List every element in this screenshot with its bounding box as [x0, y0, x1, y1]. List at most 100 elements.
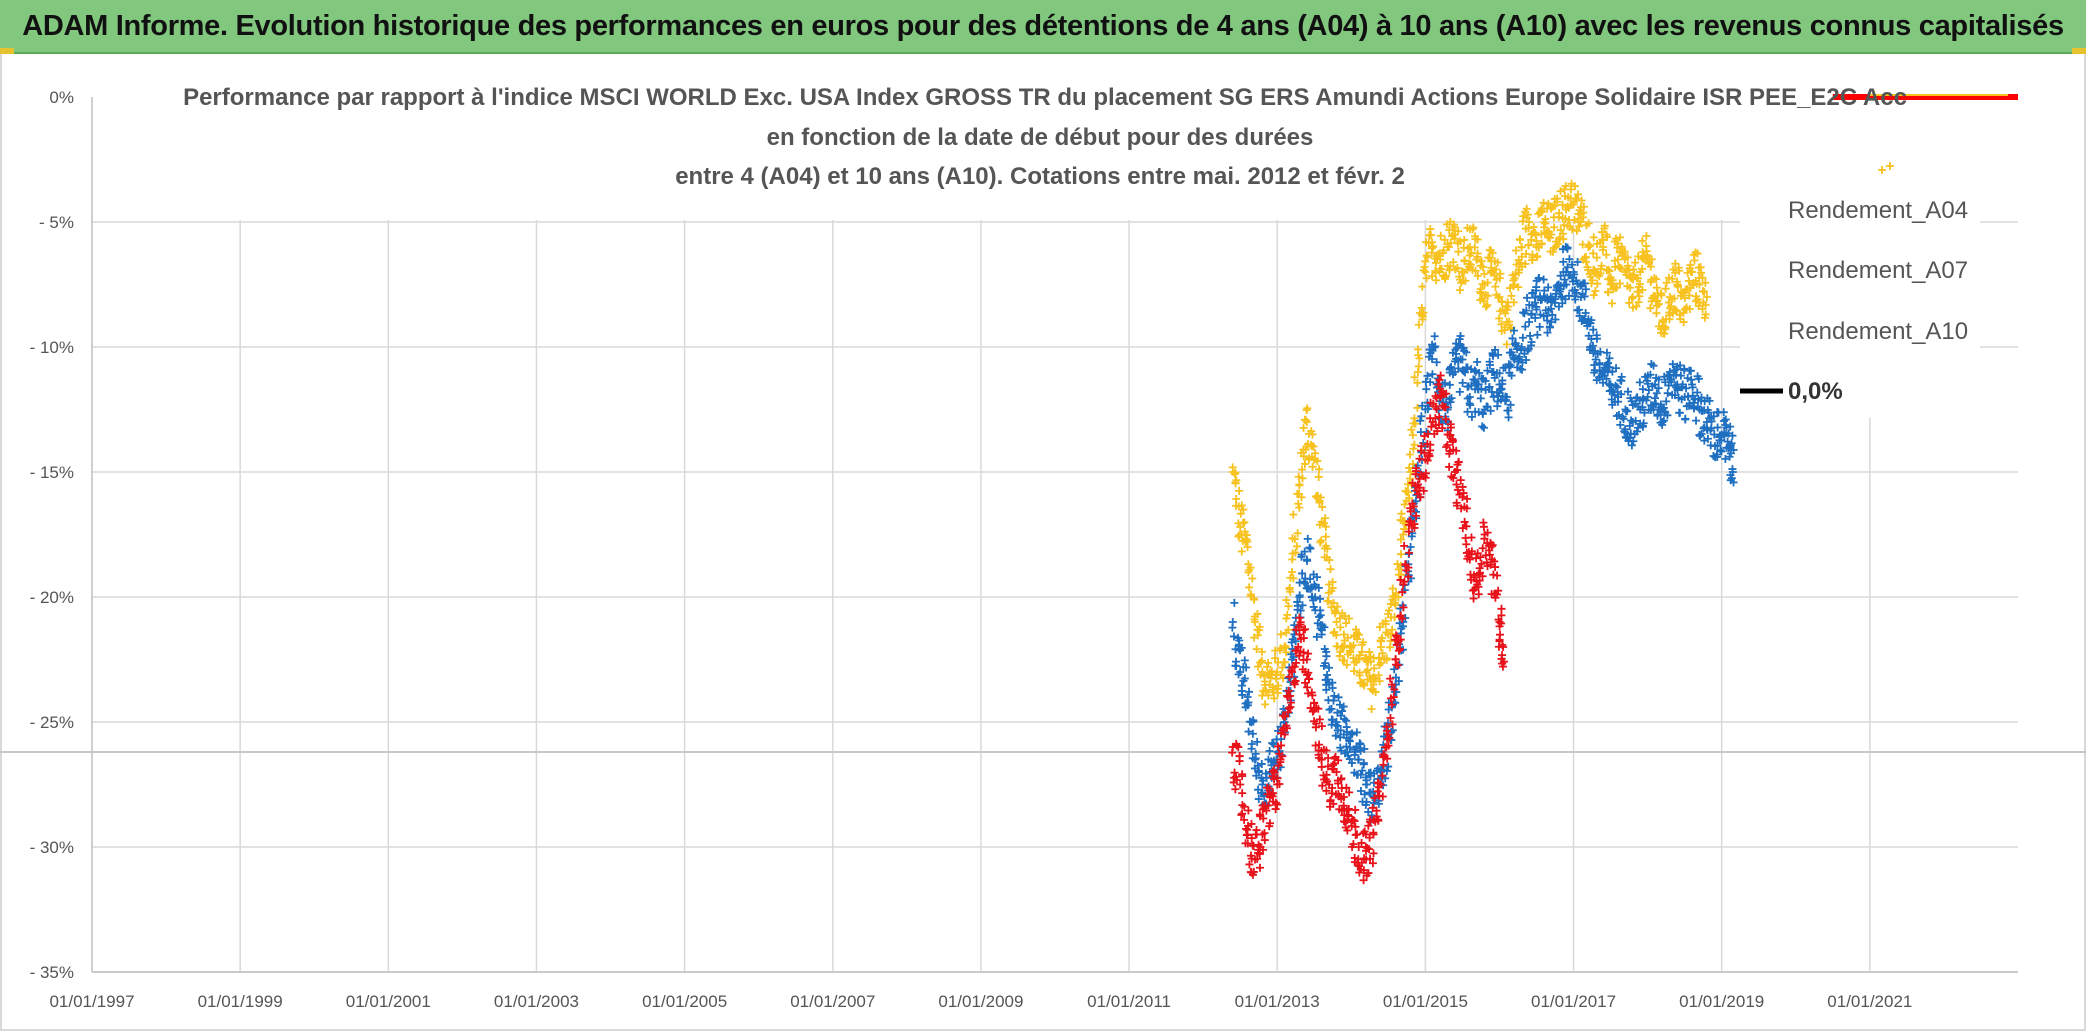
rendement-a10-point [1265, 784, 1274, 793]
rendement-a04-point [1580, 253, 1589, 262]
rendement-a04-point [1328, 578, 1337, 587]
rendement-a04-point [1321, 522, 1330, 531]
rendement-a10-point [1494, 586, 1503, 595]
rendement-a10-point [1324, 762, 1333, 771]
rendement-a04-point [1449, 258, 1458, 267]
rendement-a07-point [1592, 334, 1601, 343]
rendement-a10-point [1480, 534, 1489, 543]
rendement-a10-point [1260, 829, 1269, 838]
rendement-a04-point [1643, 251, 1652, 260]
rendement-a10-point [1357, 858, 1366, 867]
rendement-a04-point [1323, 596, 1332, 605]
rendement-a07-point [1506, 400, 1515, 409]
rendement-a04-point [1671, 259, 1680, 268]
rendement-a10-point [1342, 783, 1351, 792]
rendement-a04-point [1470, 243, 1479, 252]
x-tick-label: 01/01/2009 [938, 992, 1023, 1011]
rendement-a07-point [1347, 758, 1356, 767]
rendement-a04-point [1516, 258, 1525, 267]
rendement-a07-point [1521, 322, 1530, 331]
rendement-a10-point [1304, 649, 1313, 658]
rendement-a04-point [1436, 231, 1445, 240]
rendement-a07-point [1354, 755, 1363, 764]
rendement-a04-point [1491, 282, 1500, 291]
rendement-a04-point [1399, 530, 1408, 539]
rendement-a07-point [1249, 717, 1258, 726]
rendement-a04-point [1487, 263, 1496, 272]
rendement-a04-point [1523, 210, 1532, 219]
rendement-a07-point [1535, 322, 1544, 331]
rendement-a10-point [1238, 770, 1247, 779]
rendement-a07-point [1460, 368, 1469, 377]
rendement-a07-point [1729, 445, 1738, 454]
rendement-a10-point [1432, 394, 1441, 403]
rendement-a07-point [1648, 382, 1657, 391]
rendement-a07-point [1236, 646, 1245, 655]
rendement-a10-point [1260, 836, 1269, 845]
rendement-a07-point [1423, 371, 1432, 380]
rendement-a04-point [1541, 219, 1550, 228]
rendement-a04-point [1392, 589, 1401, 598]
rendement-a04-point [1568, 225, 1577, 234]
rendement-a07-point [1493, 402, 1502, 411]
rendement-a04-point [1589, 291, 1598, 300]
rendement-a07-point [1631, 416, 1640, 425]
rendement-a04-point [1302, 406, 1311, 415]
rendement-a07-point [1325, 663, 1333, 672]
rendement-a04-point [1410, 414, 1419, 423]
rendement-a07-point [1452, 349, 1461, 358]
rendement-a04-point [1235, 486, 1244, 495]
rendement-a07-point [1517, 345, 1526, 354]
rendement-a10-point [1448, 437, 1457, 446]
rendement-a07-point [1454, 364, 1463, 373]
rendement-a04-point [1237, 547, 1246, 556]
rendement-a04-point [1410, 373, 1419, 382]
rendement-a04-point [1570, 182, 1579, 191]
rendement-a04-point [1342, 619, 1351, 628]
rendement-a10-point [1270, 768, 1279, 777]
rendement-a04-point [1625, 298, 1634, 307]
rendement-a07-point [1478, 422, 1487, 431]
rendement-a04-point [1383, 628, 1392, 637]
rendement-a10-point [1322, 786, 1331, 795]
rendement-a04-point [1230, 469, 1239, 478]
rendement-a07-point [1580, 279, 1589, 288]
rendement-a04-point [1314, 472, 1323, 481]
rendement-a04-point [1548, 247, 1557, 256]
rendement-a04-point [1388, 584, 1397, 593]
rendement-a04-point [1657, 291, 1666, 300]
data-points [1228, 94, 2018, 885]
rendement-a10-point [1458, 482, 1467, 491]
rendement-a04-point [1598, 245, 1607, 254]
rendement-a07-point [1629, 437, 1638, 446]
rendement-a04-point [1554, 240, 1563, 249]
rendement-a10-point [1318, 781, 1327, 790]
y-tick-label: - 20% [30, 588, 74, 607]
rendement-a04-point [1603, 232, 1612, 241]
rendement-a10-point [1388, 720, 1397, 729]
rendement-a04-point [1325, 556, 1334, 565]
rendement-a10-point [1443, 440, 1452, 449]
rendement-a10-point [1317, 755, 1326, 764]
rendement-a04-point [1365, 648, 1374, 657]
rendement-a07-point [1652, 389, 1661, 398]
rendement-a07-point [1384, 762, 1393, 771]
rendement-a10-point [1369, 828, 1378, 837]
rendement-a07-point [1612, 364, 1621, 373]
rendement-a04-point [1254, 662, 1263, 671]
rendement-a04-point [1522, 249, 1531, 258]
rendement-a07-point [1682, 384, 1691, 393]
rendement-a04-point [1540, 223, 1549, 232]
rendement-a04-point [1549, 213, 1558, 222]
rendement-a04-point [1679, 308, 1688, 317]
rendement-a07-point [1298, 569, 1307, 578]
rendement-a04-point [1405, 450, 1414, 459]
rendement-a04-point [1292, 542, 1301, 551]
rendement-a07-point [1295, 591, 1304, 600]
rendement-a07-point [1627, 441, 1636, 450]
rendement-a07-point [1719, 408, 1728, 417]
rendement-a07-point [1727, 439, 1736, 448]
rendement-a04-point [1278, 663, 1287, 672]
rendement-a04-point [1638, 248, 1647, 257]
rendement-a07-point [1643, 379, 1652, 388]
